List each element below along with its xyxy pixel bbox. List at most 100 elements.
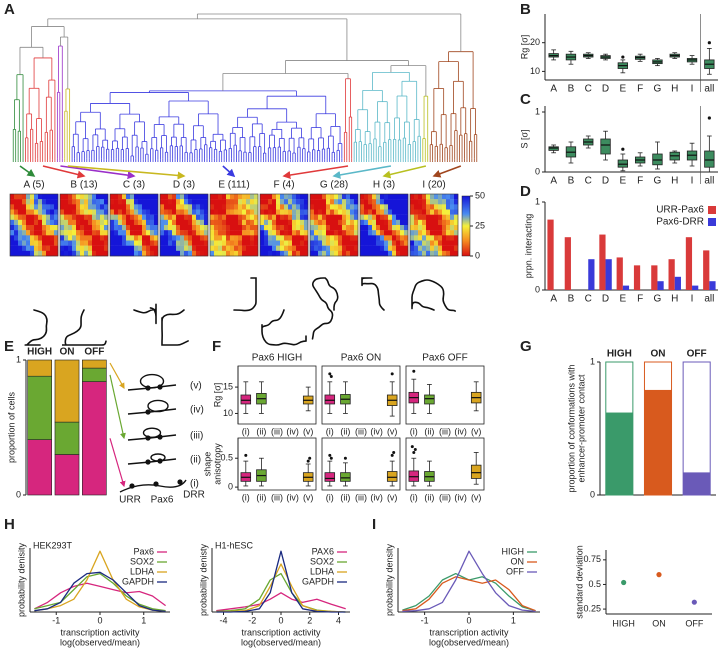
x-tick-label: 0 (97, 615, 102, 625)
contact-cell (34, 240, 39, 246)
contact-cell (26, 199, 31, 205)
cluster-arrow (60, 165, 136, 180)
contact-cell (180, 245, 185, 252)
contact-cell (130, 214, 135, 221)
contact-cell (68, 235, 73, 241)
contact-cell (92, 209, 97, 215)
contact-cell (14, 219, 19, 226)
contact-cell (126, 204, 131, 210)
contact-cell (210, 214, 215, 221)
contact-cell (372, 209, 377, 215)
bar (674, 276, 681, 290)
contact-cell (184, 219, 189, 226)
contact-cell (338, 240, 343, 246)
contact-cell (322, 245, 327, 252)
contact-cell (54, 225, 59, 231)
density-line (34, 582, 166, 610)
contact-cell (142, 230, 147, 236)
y-axis-label: anisotropy (212, 443, 222, 485)
contact-cell (338, 199, 343, 205)
contact-cell (176, 250, 181, 257)
contact-cell (296, 209, 301, 215)
contact-cell (172, 225, 177, 231)
x-tick-label: E (620, 176, 627, 187)
contact-cell (84, 204, 89, 210)
point (691, 599, 697, 605)
contact-cell (22, 209, 27, 215)
contact-cell (222, 230, 227, 236)
box (386, 471, 398, 482)
contact-cell (346, 214, 351, 221)
contact-cell (96, 245, 101, 252)
y-tick-label: 20 (530, 37, 540, 47)
contact-cell (354, 214, 359, 221)
contact-cell (110, 245, 115, 252)
contact-cell (226, 219, 231, 226)
x-axis-label: transcription activity (429, 627, 509, 637)
contact-cell (330, 219, 335, 226)
contact-cell (250, 194, 255, 200)
cluster-label: B (13) (70, 180, 97, 191)
x-tick-label: F (637, 84, 643, 95)
contact-cell (210, 194, 215, 200)
contact-cell (114, 204, 119, 210)
contact-map (110, 194, 159, 257)
contact-cell (264, 245, 269, 252)
contact-cell (300, 230, 305, 236)
contact-cell (146, 199, 151, 205)
contact-cell (434, 199, 439, 205)
contact-cell (130, 204, 135, 210)
contact-cell (438, 250, 443, 257)
contact-cell (388, 240, 393, 246)
contact-cell (46, 250, 51, 257)
contact-cell (450, 250, 455, 257)
contact-cell (376, 204, 381, 210)
contact-cell (250, 230, 255, 236)
locus-label: URR (119, 495, 141, 506)
contact-cell (360, 209, 365, 215)
bar-segment (82, 367, 107, 382)
contact-cell (118, 214, 123, 221)
contact-cell (246, 250, 251, 257)
outlier (410, 445, 414, 449)
contact-cell (60, 194, 65, 200)
contact-cell (292, 225, 297, 231)
density-line (216, 550, 346, 613)
contact-cell (110, 194, 115, 200)
contact-cell (434, 240, 439, 246)
x-tick-label: all (704, 176, 714, 187)
contact-cell (438, 199, 443, 205)
contact-cell (360, 230, 365, 236)
contact-cell (426, 204, 431, 210)
contact-cell (246, 194, 251, 200)
contact-cell (384, 250, 389, 257)
contact-map (10, 194, 59, 257)
contact-cell (214, 219, 219, 226)
contact-cell (30, 214, 35, 221)
state-arrow (109, 362, 125, 390)
contact-cell (318, 245, 323, 252)
contact-cell (272, 240, 277, 246)
contact-cell (64, 209, 69, 215)
cluster-arrow (382, 165, 427, 179)
contact-cell (264, 240, 269, 246)
x-tick-label: OFF (84, 347, 104, 358)
contact-cell (38, 245, 43, 252)
contact-cell (422, 199, 427, 205)
contact-cell (322, 250, 327, 257)
contact-cell (114, 199, 119, 205)
contact-cell (42, 199, 47, 205)
contact-cell (318, 230, 323, 236)
contact-cell (426, 240, 431, 246)
contact-cell (96, 240, 101, 246)
contact-cell (160, 250, 165, 257)
contact-cell (196, 204, 201, 210)
contact-cell (310, 245, 315, 252)
contact-cell (388, 209, 393, 215)
contact-cell (204, 245, 209, 252)
contact-cell (184, 230, 189, 236)
contact-cell (342, 245, 347, 252)
outlier (328, 372, 332, 376)
legend-label: URR-Pax6 (656, 205, 704, 216)
